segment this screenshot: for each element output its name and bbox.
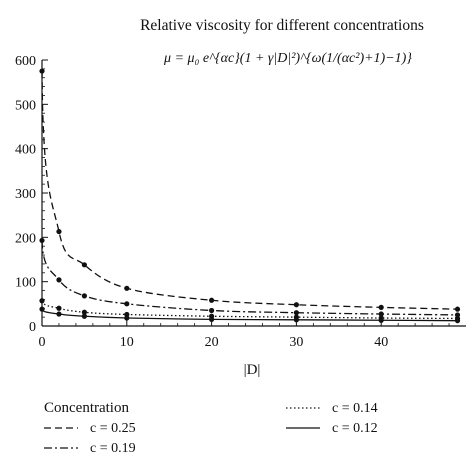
chart-title: Relative viscosity for different concent… [140,17,424,34]
data-point [39,306,45,312]
x-tick-label: 30 [289,335,303,350]
x-tick-label: 40 [374,335,388,350]
plot-axes [41,60,466,327]
legend-label-3: c = 0.12 [332,421,378,436]
data-point [293,317,299,323]
data-point [378,304,384,310]
data-point [39,237,45,244]
legend-label-0: c = 0.25 [90,421,136,436]
data-point [56,311,62,317]
data-point [81,262,87,268]
y-tick-label: 500 [15,98,36,113]
y-tick-label: 300 [15,187,36,202]
data-point [209,307,215,314]
data-point [56,277,62,283]
x-axis-label: |D| [244,362,261,378]
data-point [81,313,87,319]
data-point [454,318,461,324]
chart-formula: μ = μ₀ e^{αc}(1 + γ|D|²)^{ω(1/(αc²)+1)−1… [163,51,412,66]
data-point [454,306,461,312]
x-tick-label: 0 [39,335,46,350]
data-point [124,301,130,307]
y-tick-label: 200 [15,231,36,246]
series-line-3 [41,308,458,322]
data-points [39,68,461,324]
legend-label-2: c = 0.14 [332,401,378,416]
data-point [293,310,299,316]
series-line-0 [41,71,458,310]
data-point [39,298,45,304]
data-point [378,317,384,323]
data-point [209,316,215,322]
legend: Concentration c = 0.25 c = 0.19 c = 0.14 c … [44,400,378,456]
data-point [124,315,130,321]
y-tick-label: 0 [29,320,36,335]
data-point [81,293,87,299]
data-point [209,297,215,303]
series-line-2 [41,300,458,320]
data-point [39,68,45,74]
series-line-1 [41,240,458,316]
y-tick-label: 600 [15,54,36,69]
x-tick-label: 20 [205,335,219,350]
data-point [293,302,299,308]
data-point [81,309,87,315]
x-tick-label: 10 [120,335,134,350]
legend-label-1: c = 0.19 [90,441,136,456]
data-point [56,228,62,235]
legend-title: Concentration [44,400,129,416]
data-point [56,305,62,311]
axis-ticks: 0 100 200 300 400 500 600 0 10 20 30 40 [15,54,450,350]
data-point [378,311,384,317]
series-lines [41,71,458,322]
y-tick-label: 100 [15,276,36,291]
y-tick-label: 400 [15,143,36,158]
data-point [124,285,130,291]
